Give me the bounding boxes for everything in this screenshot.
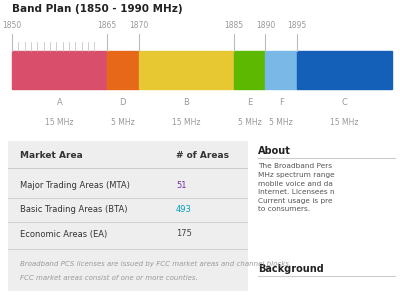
Text: B: B bbox=[183, 98, 189, 106]
Bar bbox=[12, 51, 107, 89]
Text: 1895: 1895 bbox=[287, 21, 307, 30]
Bar bbox=[139, 51, 234, 89]
Text: E: E bbox=[247, 98, 252, 106]
Text: Broadband PCS licenses are issued by FCC market areas and channel blocks.: Broadband PCS licenses are issued by FCC… bbox=[20, 261, 291, 267]
Text: A: A bbox=[57, 98, 62, 106]
Bar bbox=[265, 51, 297, 89]
Text: About: About bbox=[258, 146, 291, 155]
Text: Market Area: Market Area bbox=[20, 152, 83, 160]
Text: 5 MHz: 5 MHz bbox=[111, 118, 135, 127]
Text: 15 MHz: 15 MHz bbox=[330, 118, 359, 127]
Text: Major Trading Areas (MTA): Major Trading Areas (MTA) bbox=[20, 182, 130, 190]
Text: Economic Areas (EA): Economic Areas (EA) bbox=[20, 230, 107, 238]
Text: The Broadband Pers
MHz spectrum range
mobile voice and da
Internet. Licensees n
: The Broadband Pers MHz spectrum range mo… bbox=[258, 164, 335, 212]
Text: 15 MHz: 15 MHz bbox=[45, 118, 74, 127]
Text: F: F bbox=[279, 98, 284, 106]
Text: # of Areas: # of Areas bbox=[176, 152, 229, 160]
Text: Background: Background bbox=[258, 264, 324, 274]
Text: 15 MHz: 15 MHz bbox=[172, 118, 200, 127]
Bar bbox=[234, 51, 265, 89]
Text: 5 MHz: 5 MHz bbox=[238, 118, 261, 127]
Text: D: D bbox=[120, 98, 126, 106]
Text: 5 MHz: 5 MHz bbox=[269, 118, 293, 127]
Text: 1850: 1850 bbox=[2, 21, 22, 30]
Text: 1890: 1890 bbox=[256, 21, 275, 30]
Bar bbox=[297, 51, 392, 89]
Text: FCC market areas consist of one or more counties.: FCC market areas consist of one or more … bbox=[20, 274, 198, 280]
Text: Band Plan (1850 - 1990 MHz): Band Plan (1850 - 1990 MHz) bbox=[12, 4, 183, 14]
Text: 1865: 1865 bbox=[97, 21, 117, 30]
Text: 493: 493 bbox=[176, 206, 192, 214]
Text: C: C bbox=[342, 98, 348, 106]
Text: 1870: 1870 bbox=[129, 21, 148, 30]
Text: 1885: 1885 bbox=[224, 21, 243, 30]
Text: 51: 51 bbox=[176, 182, 186, 190]
Text: Basic Trading Areas (BTA): Basic Trading Areas (BTA) bbox=[20, 206, 128, 214]
Bar bbox=[107, 51, 139, 89]
Text: 175: 175 bbox=[176, 230, 192, 238]
